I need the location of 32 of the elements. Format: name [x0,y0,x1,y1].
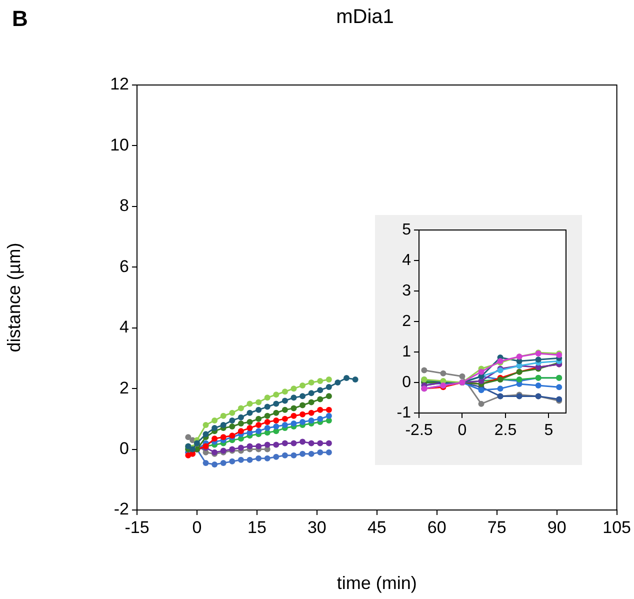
x-tick-label: 60 [427,518,446,537]
x-tick-label: 45 [367,518,386,537]
y-tick-label: 3 [402,282,412,300]
y-tick-label: 2 [120,378,129,398]
y-tick-label: 4 [120,318,129,337]
x-tick-label: 30 [307,518,326,537]
x-tick-label: 5 [544,422,554,440]
y-tick-label: 6 [120,256,129,276]
y-tick-label: -1 [396,404,412,422]
x-tick-label: 75 [487,518,506,537]
text: B [12,6,28,32]
y-tick-label: -2 [114,500,129,519]
y-tick-label: 8 [120,196,129,216]
x-tick-label: 90 [547,518,566,537]
x-tick-label: 0 [458,422,467,440]
y-axis-title: distance (µm) [4,242,24,352]
y-tick-label: 10 [110,135,129,154]
y-tick-label: 4 [402,252,412,269]
y-tick-label: 0 [402,374,412,391]
x-tick-label: 0 [192,518,202,537]
y-tick-label: 2 [402,312,412,330]
y-tick-label: 1 [402,343,412,360]
y-tick-label: 0 [120,438,129,458]
x-tick-label: 2.5 [494,422,517,440]
y-tick-label: 5 [402,221,412,238]
x-tick-label: 105 [602,518,632,537]
chart-title: mDia1 [336,6,394,29]
x-tick-label: -15 [124,518,150,537]
x-axis-title: time (min) [336,573,417,594]
x-tick-label: 15 [247,518,266,537]
x-tick-label: -2.5 [405,422,433,440]
y-tick-label: 12 [110,74,129,94]
